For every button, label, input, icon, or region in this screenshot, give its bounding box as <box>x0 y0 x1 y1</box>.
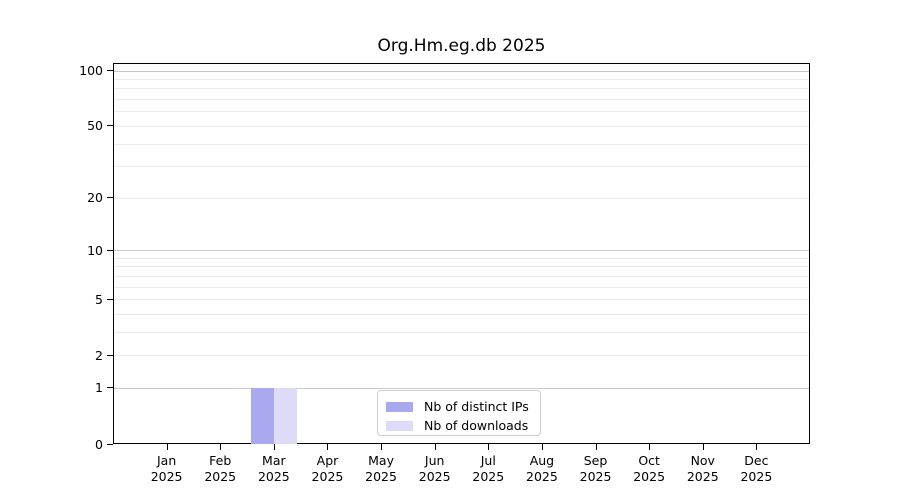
gridline-minor <box>114 355 809 357</box>
chart-title: Org.Hm.eg.db 2025 <box>377 36 546 56</box>
x-tick-mark <box>702 444 704 450</box>
x-tick-month: Jan <box>156 453 177 468</box>
gridline-minor <box>114 111 809 113</box>
x-tick-label: Aug 2025 <box>510 453 574 485</box>
x-tick-mark <box>381 444 383 450</box>
x-tick-label: Jan 2025 <box>135 453 199 485</box>
y-tick-mark <box>107 354 113 356</box>
x-tick-mark <box>756 444 758 450</box>
x-tick-month: Mar <box>262 453 286 468</box>
gridline-major <box>114 387 809 389</box>
x-tick-label: Dec 2025 <box>724 453 788 485</box>
x-tick-label: Nov 2025 <box>671 453 735 485</box>
x-tick-mark <box>273 444 275 450</box>
y-tick-mark <box>107 443 113 445</box>
x-tick-month: Oct <box>638 453 660 468</box>
x-tick-year: 2025 <box>740 469 773 484</box>
x-tick-mark <box>488 444 490 450</box>
x-tick-month: Sep <box>583 453 608 468</box>
gridline-minor <box>114 313 809 315</box>
x-tick-month: Jun <box>424 453 445 468</box>
gridline-minor <box>114 197 809 199</box>
x-tick-month: Aug <box>529 453 555 468</box>
gridline-minor <box>114 125 809 127</box>
x-tick-mark <box>166 444 168 450</box>
x-tick-label: Jul 2025 <box>456 453 520 485</box>
gridline-major <box>114 70 809 72</box>
x-tick-mark <box>541 444 543 450</box>
y-tick-label: 10 <box>87 242 103 258</box>
x-tick-month: Apr <box>316 453 339 468</box>
y-tick-mark <box>107 197 113 199</box>
legend-item-distinct-ips: Nb of distinct IPs <box>386 397 532 416</box>
x-tick-year: 2025 <box>633 469 666 484</box>
x-tick-label: Jun 2025 <box>403 453 467 485</box>
gridline-minor <box>114 166 809 168</box>
x-tick-year: 2025 <box>365 469 397 484</box>
x-tick-month: Dec <box>744 453 769 468</box>
y-tick-label: 5 <box>95 291 103 307</box>
x-tick-year: 2025 <box>204 469 237 484</box>
y-tick-label: 0 <box>95 436 103 452</box>
y-tick-mark <box>107 387 113 389</box>
gridline-minor <box>114 88 809 90</box>
x-tick-year: 2025 <box>150 469 183 484</box>
y-tick-label: 50 <box>87 118 103 134</box>
gridline-major <box>114 250 809 251</box>
x-tick-mark <box>649 444 651 450</box>
x-tick-month: Jul <box>480 453 496 468</box>
x-tick-mark <box>220 444 222 450</box>
legend-swatch-distinct-ips-icon <box>386 401 413 412</box>
x-tick-year: 2025 <box>418 469 451 484</box>
gridline-minor <box>114 257 809 259</box>
x-tick-year: 2025 <box>311 469 344 484</box>
x-tick-label: Oct 2025 <box>617 453 681 485</box>
x-tick-label: May 2025 <box>349 453 413 485</box>
y-tick-mark <box>107 249 113 251</box>
gridline-minor <box>114 99 809 101</box>
x-tick-label: Sep 2025 <box>564 453 628 485</box>
x-tick-year: 2025 <box>579 469 612 484</box>
legend-label-distinct-ips: Nb of distinct IPs <box>424 399 529 414</box>
x-tick-mark <box>595 444 597 450</box>
x-tick-year: 2025 <box>472 469 505 484</box>
bar-downloads <box>273 387 297 444</box>
x-tick-year: 2025 <box>257 469 290 484</box>
y-tick-mark <box>107 298 113 300</box>
x-tick-month: May <box>368 453 394 468</box>
x-tick-year: 2025 <box>686 469 719 484</box>
y-tick-mark <box>107 125 113 127</box>
x-tick-year: 2025 <box>526 469 558 484</box>
legend-item-downloads: Nb of downloads <box>386 416 532 435</box>
y-tick-label: 1 <box>95 380 103 396</box>
gridline-minor <box>114 299 809 301</box>
gridline-minor <box>114 266 809 268</box>
y-tick-label: 2 <box>95 347 103 363</box>
bar-distinct-ips <box>250 387 274 444</box>
x-tick-mark <box>434 444 436 450</box>
gridline-minor <box>114 331 809 333</box>
x-tick-month: Feb <box>209 453 232 468</box>
legend-swatch-downloads-icon <box>386 420 413 431</box>
gridline-minor <box>114 286 809 288</box>
legend: Nb of distinct IPs Nb of downloads <box>377 390 541 436</box>
plot-area <box>113 63 810 444</box>
gridline-minor <box>114 143 809 145</box>
x-tick-label: Feb 2025 <box>188 453 252 485</box>
x-tick-label: Mar 2025 <box>242 453 306 485</box>
x-tick-month: Nov <box>690 453 715 468</box>
y-tick-mark <box>107 70 113 72</box>
y-tick-label: 100 <box>79 63 103 79</box>
y-tick-label: 20 <box>87 190 103 206</box>
gridline-minor <box>114 275 809 277</box>
x-tick-mark <box>327 444 329 450</box>
gridline-minor <box>114 79 809 81</box>
x-tick-label: Apr 2025 <box>295 453 359 485</box>
legend-label-downloads: Nb of downloads <box>424 418 529 433</box>
